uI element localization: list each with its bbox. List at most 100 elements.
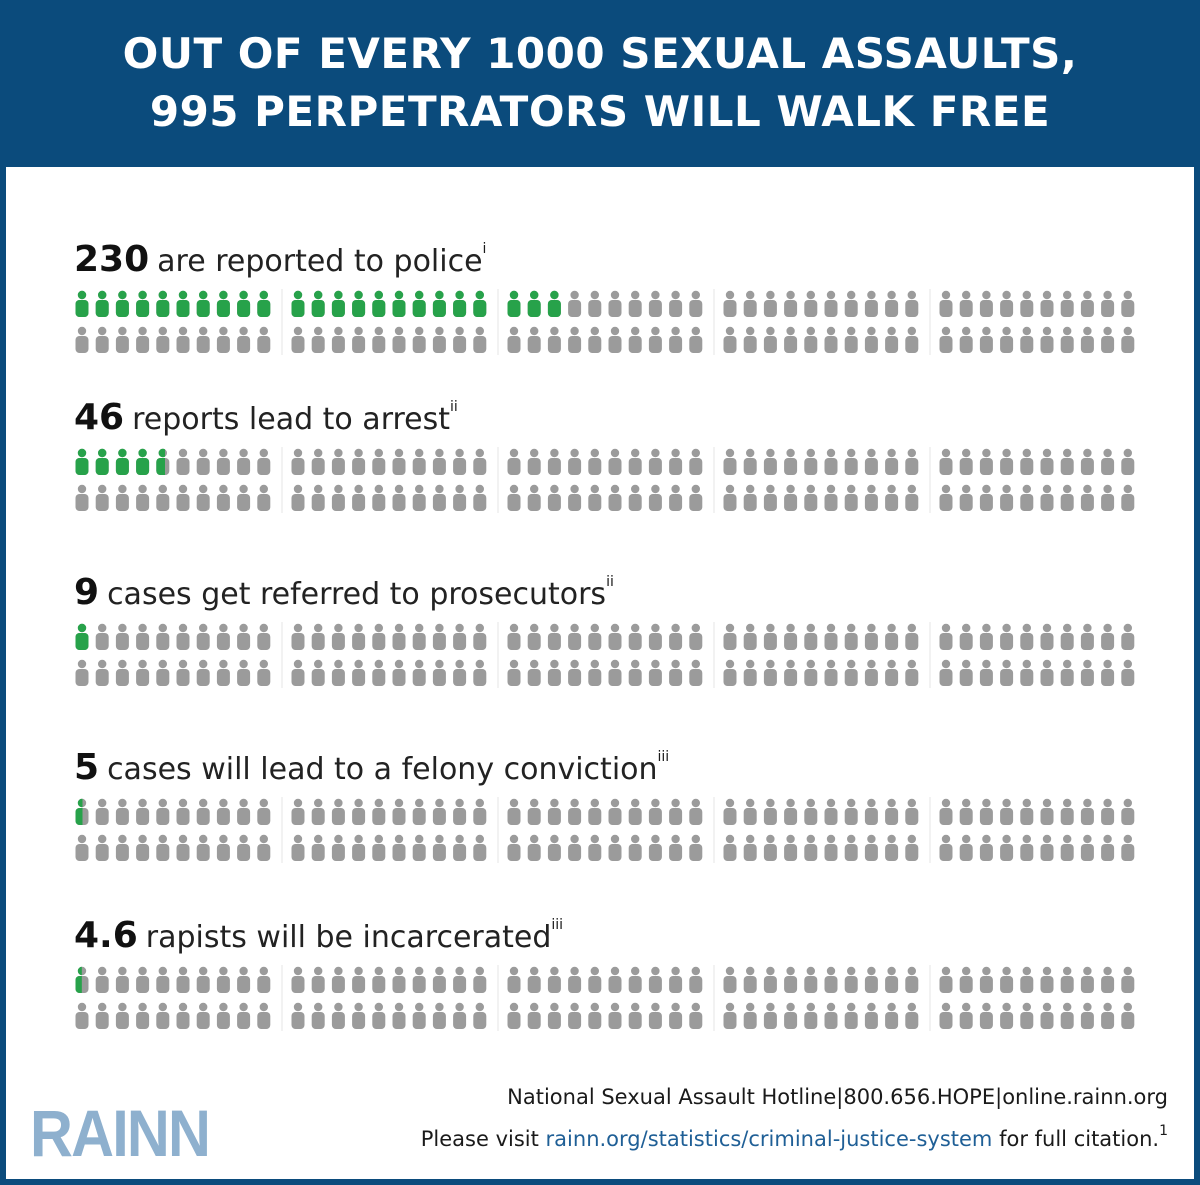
person-icon bbox=[648, 623, 662, 650]
person-icon-highlight bbox=[453, 290, 467, 317]
person-icon bbox=[669, 326, 683, 353]
person-icon bbox=[864, 290, 878, 317]
person-icon bbox=[784, 798, 798, 825]
person-icon bbox=[939, 798, 953, 825]
person-icon bbox=[196, 834, 210, 861]
citation-prefix: Please visit bbox=[420, 1127, 539, 1151]
person-icon bbox=[905, 966, 919, 993]
person-icon bbox=[628, 484, 642, 511]
person-icon bbox=[547, 484, 561, 511]
person-icon bbox=[689, 448, 703, 475]
person-icon bbox=[784, 290, 798, 317]
person-icon bbox=[1121, 484, 1135, 511]
person-icon bbox=[372, 966, 386, 993]
person-icon bbox=[1080, 966, 1094, 993]
person-icon bbox=[473, 484, 487, 511]
person-icon bbox=[804, 659, 818, 686]
person-icon bbox=[648, 448, 662, 475]
person-icon bbox=[804, 966, 818, 993]
person-icon bbox=[568, 484, 582, 511]
person-icon bbox=[763, 659, 777, 686]
person-icon bbox=[588, 484, 602, 511]
person-icon bbox=[95, 448, 109, 475]
person-icon bbox=[743, 448, 757, 475]
person-icon bbox=[939, 448, 953, 475]
person-icon bbox=[844, 966, 858, 993]
person-icon bbox=[844, 1002, 858, 1029]
person-icon bbox=[844, 484, 858, 511]
person-icon bbox=[392, 1002, 406, 1029]
person-icon bbox=[979, 290, 993, 317]
person-icon-highlight bbox=[527, 290, 541, 317]
person-icon bbox=[1000, 659, 1014, 686]
person-icon bbox=[1121, 448, 1135, 475]
person-icon bbox=[75, 966, 89, 993]
person-icon bbox=[1121, 623, 1135, 650]
person-icon bbox=[1080, 834, 1094, 861]
person-icon bbox=[723, 1002, 737, 1029]
person-icon-highlight bbox=[75, 290, 89, 317]
person-icon bbox=[473, 448, 487, 475]
person-icon bbox=[689, 326, 703, 353]
person-icon bbox=[507, 448, 521, 475]
person-icon bbox=[1080, 623, 1094, 650]
person-icon bbox=[291, 834, 305, 861]
person-icon bbox=[608, 326, 622, 353]
person-icon bbox=[257, 834, 271, 861]
person-icon bbox=[568, 659, 582, 686]
person-icon bbox=[392, 623, 406, 650]
person-icon bbox=[392, 290, 406, 317]
person-icon bbox=[1060, 326, 1074, 353]
person-icon bbox=[568, 290, 582, 317]
person-icon bbox=[311, 966, 325, 993]
person-icon bbox=[473, 659, 487, 686]
person-icon bbox=[257, 484, 271, 511]
person-icon bbox=[196, 798, 210, 825]
person-icon bbox=[527, 326, 541, 353]
person-icon bbox=[311, 834, 325, 861]
person-icon bbox=[115, 448, 129, 475]
person-icon-highlight bbox=[196, 290, 210, 317]
person-icon bbox=[115, 834, 129, 861]
person-icon bbox=[844, 798, 858, 825]
person-icon bbox=[939, 484, 953, 511]
person-icon bbox=[1020, 659, 1034, 686]
person-icon bbox=[905, 834, 919, 861]
person-icon bbox=[311, 659, 325, 686]
person-icon bbox=[331, 798, 345, 825]
stat-value: 4.6 bbox=[74, 915, 138, 956]
person-icon bbox=[905, 484, 919, 511]
person-icon bbox=[75, 659, 89, 686]
person-icon bbox=[669, 966, 683, 993]
person-icon bbox=[95, 484, 109, 511]
person-icon bbox=[432, 290, 446, 317]
person-icon bbox=[1040, 966, 1054, 993]
person-icon bbox=[352, 966, 366, 993]
person-icon bbox=[412, 448, 426, 475]
stat-text: cases will lead to a felony conviction bbox=[107, 752, 658, 787]
person-icon bbox=[648, 834, 662, 861]
person-icon bbox=[648, 326, 662, 353]
person-icon bbox=[453, 623, 467, 650]
person-icon bbox=[1040, 623, 1054, 650]
person-icon bbox=[196, 290, 210, 317]
person-icon bbox=[669, 1002, 683, 1029]
person-icon bbox=[156, 326, 170, 353]
citation-footnote: 1 bbox=[1159, 1123, 1168, 1139]
person-icon bbox=[648, 484, 662, 511]
person-icon bbox=[392, 326, 406, 353]
person-icon bbox=[628, 659, 642, 686]
citation-link[interactable]: rainn.org/statistics/criminal-justice-sy… bbox=[545, 1127, 993, 1151]
person-icon bbox=[608, 623, 622, 650]
person-icon bbox=[689, 966, 703, 993]
person-icon bbox=[844, 659, 858, 686]
person-icon bbox=[176, 834, 190, 861]
person-icon bbox=[864, 484, 878, 511]
person-icon bbox=[352, 798, 366, 825]
person-icon bbox=[257, 966, 271, 993]
person-icon bbox=[291, 290, 305, 317]
person-icon bbox=[1020, 798, 1034, 825]
person-icon bbox=[885, 326, 899, 353]
person-icon bbox=[392, 448, 406, 475]
person-icon-highlight bbox=[95, 448, 109, 475]
